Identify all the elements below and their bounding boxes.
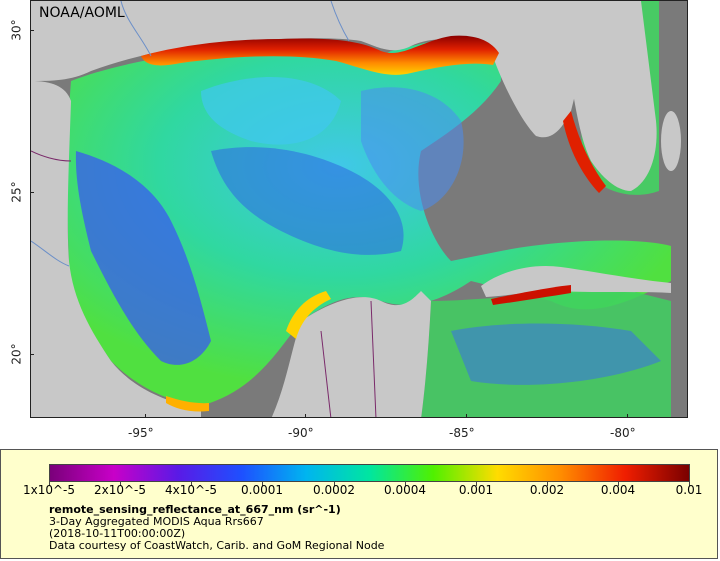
colorbar-tick-mark	[120, 482, 121, 486]
coastal-band-yucatan	[286, 291, 331, 339]
colorbar-tick-label: 0.0004	[384, 483, 426, 497]
variable-name: remote_sensing_reflectance_at_667_nm (sr…	[49, 503, 341, 516]
dataset-description: 3-Day Aggregated MODIS Aqua Rrs667	[49, 515, 264, 528]
colorbar-tick-mark	[405, 482, 406, 486]
colorbar-tick-label: 0.0001	[241, 483, 283, 497]
y-tick-label: 20°	[9, 343, 24, 365]
colorbar-tick-label: 0.01	[675, 483, 703, 497]
colorbar	[49, 464, 690, 482]
land-bahamas	[661, 111, 681, 171]
border-belize	[370, 300, 377, 417]
x-tick-label: -90°	[288, 426, 314, 440]
colorbar-tick-label: 0.0002	[313, 483, 355, 497]
river-1	[120, 1, 152, 57]
colorbar-tick-label: 2x10^-5	[93, 483, 147, 497]
x-tick-mark	[305, 414, 306, 418]
colorbar-tick-mark	[191, 482, 192, 486]
colorbar-tick-mark	[618, 482, 619, 486]
coastal-band-mexico	[166, 396, 209, 412]
river-2	[330, 1, 350, 42]
land-florida	[571, 1, 657, 191]
colorbar-tick-mark	[49, 482, 50, 486]
x-tick-mark	[466, 414, 467, 418]
land-cuba	[481, 265, 671, 297]
coastal-band-cuba	[491, 285, 571, 305]
credit-label: NOAA/AOML	[39, 5, 125, 21]
x-tick-mark	[627, 414, 628, 418]
border-guatemala	[320, 330, 332, 417]
colorbar-tick-label: 0.002	[529, 483, 565, 497]
colorbar-tick-label: 0.001	[458, 483, 494, 497]
x-tick-label: -85°	[449, 426, 475, 440]
legend-text: remote_sensing_reflectance_at_667_nm (sr…	[49, 504, 384, 552]
colorbar-tick-mark	[547, 482, 548, 486]
y-tick-mark	[30, 354, 34, 355]
x-tick-label: -80°	[610, 426, 636, 440]
colorbar-tick-mark	[334, 482, 335, 486]
speckle-central	[211, 147, 404, 255]
land-north-us	[31, 1, 591, 138]
reflectance-map	[31, 1, 687, 417]
colorbar-tick-label: 0.004	[600, 483, 636, 497]
colorbar-tick-mark	[476, 482, 477, 486]
y-tick-label: 30°	[9, 19, 24, 41]
colorbar-tick-label: 4x10^-5	[164, 483, 218, 497]
caribbean-blue	[451, 323, 661, 385]
river-3	[31, 240, 70, 267]
y-tick-mark	[30, 192, 34, 193]
coastal-band-florida	[563, 111, 606, 193]
cyan-patch	[201, 77, 341, 145]
colorbar-tick-mark	[262, 482, 263, 486]
x-tick-label: -95°	[128, 426, 154, 440]
border-mexico	[31, 150, 72, 162]
y-tick-label: 25°	[9, 181, 24, 203]
y-tick-mark	[30, 30, 34, 31]
legend-panel: 1x10^-5 2x10^-5 4x10^-5 0.0001 0.0002 0.…	[0, 449, 718, 559]
data-courtesy: Data courtesy of CoastWatch, Carib. and …	[49, 539, 385, 552]
x-tick-mark	[145, 414, 146, 418]
land-mexico-west	[31, 81, 201, 417]
speckle-west	[75, 151, 211, 365]
time-stamp: (2018-10-11T00:00:00Z)	[49, 527, 186, 540]
colorbar-tick-mark	[689, 482, 690, 486]
speckle-east	[361, 87, 464, 211]
coastal-band-north	[141, 35, 499, 75]
map-frame: NOAA/AOML	[30, 0, 688, 418]
colorbar-tick-label: 1x10^-5	[22, 483, 76, 497]
land-yucatan	[271, 291, 431, 417]
